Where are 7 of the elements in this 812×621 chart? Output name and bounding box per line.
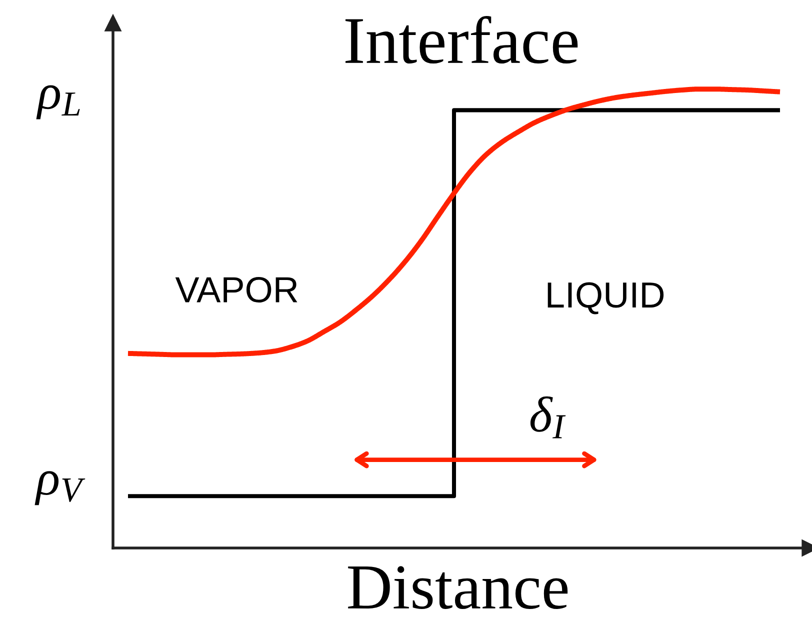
text: ρ$_{L}$	[36, 85, 80, 120]
x-axis-title: Distance	[348, 566, 568, 610]
annotation: δ$_{I}$	[530, 396, 566, 438]
text: ρ$_{V}$	[34, 471, 86, 506]
chart-title: Interface	[345, 16, 578, 64]
annotation: LIQUID	[548, 282, 664, 314]
annotation: VAPOR	[175, 276, 298, 303]
